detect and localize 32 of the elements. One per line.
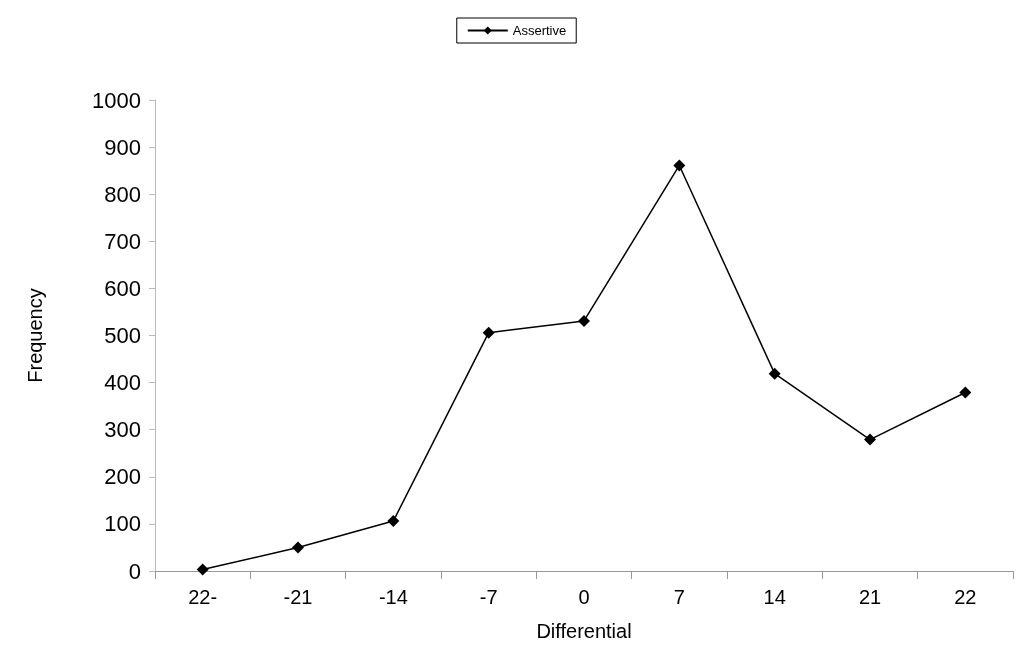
x-tick-label: -7 [479, 586, 498, 608]
x-tick-label: 7 [673, 586, 685, 608]
y-tick-label: 600 [104, 275, 141, 301]
point [578, 314, 590, 327]
y-tick-label: 200 [104, 464, 141, 490]
point [864, 433, 876, 446]
x-tick-label: 14 [763, 586, 786, 608]
point [196, 563, 209, 576]
y-tick-label: 1000 [92, 87, 141, 113]
y-tick-label: 400 [104, 370, 141, 396]
y-tick-label: 800 [104, 181, 141, 207]
y-tick-label: 500 [104, 323, 141, 348]
y-tick-label: 0 [128, 558, 141, 584]
point [292, 541, 304, 554]
x-tick-label: 22 [954, 586, 977, 608]
point [482, 326, 495, 339]
point [768, 367, 781, 380]
x-tick-label: 0 [578, 586, 590, 608]
x-axis-title: Differential [536, 620, 632, 642]
point [959, 386, 972, 399]
point [387, 515, 400, 528]
legend-label: Assertive [512, 23, 567, 38]
x-tick-label: 21 [858, 586, 882, 608]
y-tick-label: 900 [104, 134, 141, 160]
x-tick-label: 22- [188, 586, 218, 608]
y-tick-label: 100 [104, 511, 141, 537]
x-tick-label: -14 [378, 586, 408, 608]
y-tick-label: 700 [104, 228, 141, 254]
point [673, 159, 686, 172]
y-tick-label: 300 [104, 417, 141, 443]
x-tick-label: -21 [283, 586, 313, 608]
y-axis-title: Frequency [24, 288, 46, 383]
